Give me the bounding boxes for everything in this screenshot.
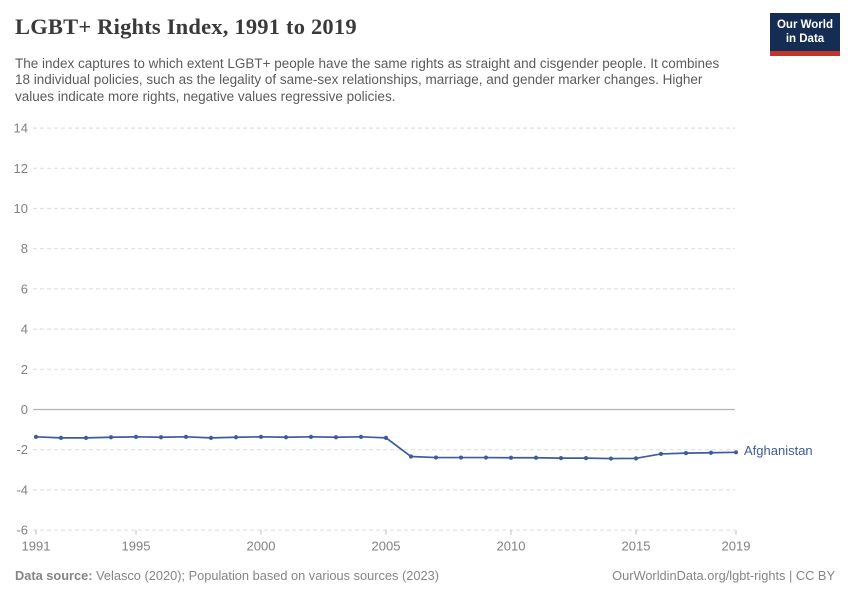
svg-text:1991: 1991 [22, 539, 51, 554]
y-axis-tick-labels: 14 12 10 8 6 4 2 0 -2 -4 -6 [14, 121, 28, 538]
data-point-1992[interactable] [58, 435, 64, 440]
data-point-2005[interactable] [383, 435, 389, 440]
svg-text:10: 10 [14, 201, 28, 216]
data-point-1998[interactable] [208, 435, 214, 440]
data-point-2016[interactable] [658, 451, 664, 457]
data-point-2009[interactable] [483, 455, 489, 460]
svg-text:6: 6 [21, 281, 28, 296]
series-line-afghanistan[interactable] [33, 434, 739, 461]
data-point-1993[interactable] [83, 435, 89, 440]
data-point-2015[interactable] [633, 456, 639, 461]
chart-subtitle: The index captures to which extent LGBT+… [15, 56, 720, 104]
data-point-2003[interactable] [333, 435, 339, 440]
svg-text:-2: -2 [16, 442, 28, 457]
data-point-2012[interactable] [558, 456, 564, 461]
data-point-2001[interactable] [283, 435, 289, 440]
data-point-1991[interactable] [33, 434, 39, 439]
data-point-2018[interactable] [708, 450, 714, 455]
data-source-note: Data source: Velasco (2020); Population … [15, 568, 439, 583]
svg-text:2000: 2000 [247, 539, 276, 554]
svg-text:4: 4 [21, 322, 28, 337]
svg-text:2019: 2019 [722, 539, 751, 554]
data-source-text: Velasco (2020); Population based on vari… [92, 568, 439, 583]
x-axis: 1991 1995 2000 2005 2010 2015 2019 [22, 530, 751, 554]
y-gridlines [33, 127, 735, 531]
chart-area: 14 12 10 8 6 4 2 0 -2 -4 -6 1991 1995 2000 2005 2010 201… [0, 115, 850, 560]
data-point-2014[interactable] [608, 456, 614, 461]
data-point-2008[interactable] [458, 455, 464, 460]
svg-text:0: 0 [21, 402, 28, 417]
owid-url-link[interactable]: OurWorldinData.org/lgbt-rights | CC BY [612, 568, 835, 583]
data-point-1999[interactable] [233, 435, 239, 440]
svg-text:1995: 1995 [122, 539, 151, 554]
svg-text:2015: 2015 [622, 539, 651, 554]
data-point-2013[interactable] [583, 456, 589, 461]
data-source-label: Data source: [15, 568, 93, 583]
data-point-2007[interactable] [433, 455, 439, 460]
data-point-2004[interactable] [358, 434, 364, 439]
data-point-2002[interactable] [308, 434, 314, 439]
data-point-1994[interactable] [108, 435, 114, 440]
data-point-1996[interactable] [158, 435, 164, 440]
svg-text:-4: -4 [16, 482, 28, 497]
data-point-1995[interactable] [133, 434, 139, 439]
svg-text:12: 12 [14, 161, 28, 176]
svg-text:2005: 2005 [372, 539, 401, 554]
svg-text:8: 8 [21, 241, 28, 256]
svg-text:2010: 2010 [497, 539, 526, 554]
owid-logo[interactable]: Our World in Data [770, 13, 840, 56]
owid-logo-text-line2: in Data [785, 33, 825, 46]
data-point-2019[interactable] [733, 450, 739, 455]
data-point-2006[interactable] [408, 454, 414, 459]
svg-text:2: 2 [21, 362, 28, 377]
svg-text:-6: -6 [16, 523, 28, 538]
data-point-2010[interactable] [508, 455, 514, 460]
chart-title: LGBT+ Rights Index, 1991 to 2019 [15, 14, 357, 39]
data-point-2000[interactable] [258, 434, 264, 439]
data-point-1997[interactable] [183, 434, 189, 439]
owid-logo-text-line1: Our World [776, 19, 833, 31]
data-point-2011[interactable] [533, 455, 539, 460]
series-end-label: Afghanistan [744, 443, 813, 459]
data-point-2017[interactable] [683, 451, 689, 456]
svg-text:14: 14 [14, 121, 28, 136]
chart-footer: Data source: Velasco (2020); Population … [15, 568, 835, 583]
